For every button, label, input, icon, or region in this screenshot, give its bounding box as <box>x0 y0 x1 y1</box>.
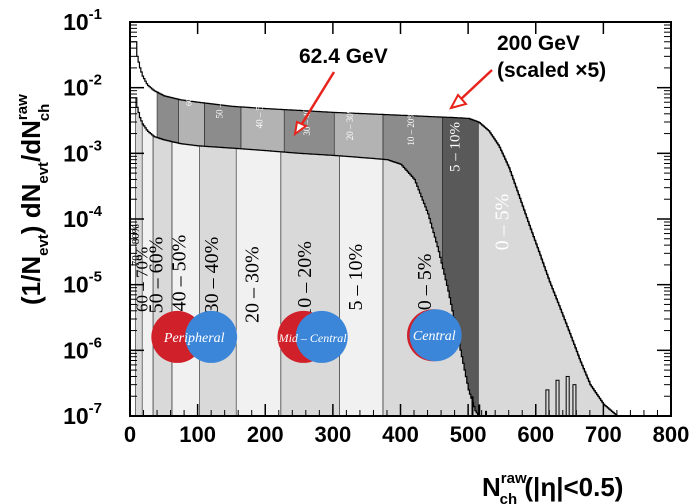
y-tick-label-5: 10-2 <box>63 72 102 101</box>
y-tick-base: 10 <box>63 9 89 35</box>
y-tick-label-0: 10-7 <box>63 400 102 429</box>
tail-spike-62-1 <box>478 404 481 416</box>
label-200-1: 5 – 10% <box>447 122 463 172</box>
annotations: 62.4 GeV 200 GeV (scaled ×5) <box>293 32 606 137</box>
tail-spike-62-0 <box>471 396 474 416</box>
y-tick-label-4: 10-3 <box>63 137 102 166</box>
y-axis-label: (1/Nevt) dNevt/dNraw ch <box>14 94 53 305</box>
x-label-tail: (|η|<0.5) <box>517 472 623 502</box>
x-tick-label-1: 100 <box>179 422 216 447</box>
axis-ticks: 0 100 200 300 400 500 600 700 80010-710-610-510-… <box>63 6 689 447</box>
label-62-1: 5 – 10% <box>345 244 367 311</box>
y-tick-label-3: 10-4 <box>63 203 103 232</box>
y-tick-label-6: 10-1 <box>63 6 102 35</box>
x-tick-label-0: 0 <box>124 422 136 447</box>
y-tick-label-2: 10-5 <box>63 269 102 298</box>
x-tick-label-8: 800 <box>653 422 690 447</box>
y-tick-base: 10 <box>63 206 89 232</box>
x-label-sup: raw <box>501 470 527 487</box>
label-200-5: 40 – 50% <box>255 93 265 128</box>
arrow-200-gev-head <box>449 93 468 110</box>
x-tick-label-6: 600 <box>517 422 554 447</box>
arrow-200-gev-shaft <box>459 69 493 101</box>
label-200-0: 0 – 5% <box>492 194 514 251</box>
tail-spike-62-2 <box>485 410 488 416</box>
annotation-200-gev-line1: 200 GeV <box>497 32 580 55</box>
y-tick-exponent: -3 <box>89 137 102 154</box>
label-62-0: 0 – 5% <box>414 254 436 311</box>
label-200-2: 10 – 20% <box>406 111 416 146</box>
y-tick-exponent: -4 <box>89 203 103 220</box>
nucleus-b-2 <box>409 309 462 362</box>
y-tick-base: 10 <box>63 272 89 298</box>
label-200-6: 50 – 60% <box>215 84 225 119</box>
y-tick-exponent: -2 <box>89 72 102 89</box>
y-label-mid: ) dN <box>16 184 46 235</box>
x-tick-label-4: 400 <box>382 422 419 447</box>
y-label-pre: (1/N <box>16 256 46 305</box>
label-200-3: 20 – 30% <box>345 105 355 140</box>
annotation-62-gev: 62.4 GeV <box>299 45 388 68</box>
icon-label-2: Central <box>413 329 456 344</box>
y-label-mid2: /dN <box>16 120 46 162</box>
y-tick-exponent: -1 <box>89 6 102 23</box>
y-tick-base: 10 <box>63 75 89 101</box>
y-tick-base: 10 <box>63 337 89 363</box>
x-label-main: N <box>482 472 501 502</box>
icon-label-0: Peripheral <box>163 331 225 346</box>
label-62-7: 60 – 70% <box>133 247 152 312</box>
y-tick-exponent: -6 <box>89 334 102 351</box>
label-62-6: 50 – 60% <box>145 237 167 314</box>
x-label-sub: ch <box>500 491 518 504</box>
y-tick-base: 10 <box>63 140 89 166</box>
curves <box>130 41 619 417</box>
y-tick-label-1: 10-6 <box>63 334 102 363</box>
y-label-sub2: evt <box>35 162 52 184</box>
x-axis-label: Nraw ch (|η|<0.5) <box>482 470 623 504</box>
arrow-62-gev-shaft <box>298 71 336 128</box>
nucleus-b-0 <box>185 310 238 363</box>
annotation-200-gev-line2: (scaled ×5) <box>497 59 606 82</box>
label-62-2: 10 – 20% <box>294 241 316 318</box>
band-200-0 <box>477 121 618 417</box>
label-62-3: 20 – 30% <box>241 246 263 323</box>
label-200-8: 70 – 80% <box>161 62 170 93</box>
icon-label-1: Mid – Central <box>278 331 348 345</box>
y-label-sub1: evt <box>35 234 52 256</box>
x-tick-label-5: 500 <box>450 422 487 447</box>
label-62-4: 30 – 40% <box>201 237 223 314</box>
overlap-icons: Peripheral Mid – Central Central <box>151 309 462 363</box>
nucleus-b-1 <box>295 310 348 363</box>
x-tick-label-3: 300 <box>315 422 352 447</box>
centrality-labels: 0 – 5% 5 – 10% 10 – 20% 20 – 30% 30 – 40% 40 … <box>130 62 514 323</box>
x-tick-label-7: 700 <box>585 422 622 447</box>
label-62-5: 40 – 50% <box>168 235 190 312</box>
y-tick-exponent: -7 <box>89 400 102 417</box>
curve-200-gev <box>130 41 619 417</box>
y-tick-base: 10 <box>63 403 89 429</box>
y-label-sub3: ch <box>36 104 53 122</box>
arrow-62-gev-head <box>293 120 308 137</box>
curve-62-gev <box>130 97 479 416</box>
y-tick-exponent: -5 <box>89 269 102 286</box>
x-tick-label-2: 200 <box>247 422 284 447</box>
y-label-sup3: raw <box>14 94 31 120</box>
label-200-7: 60 – 70% <box>185 75 194 106</box>
